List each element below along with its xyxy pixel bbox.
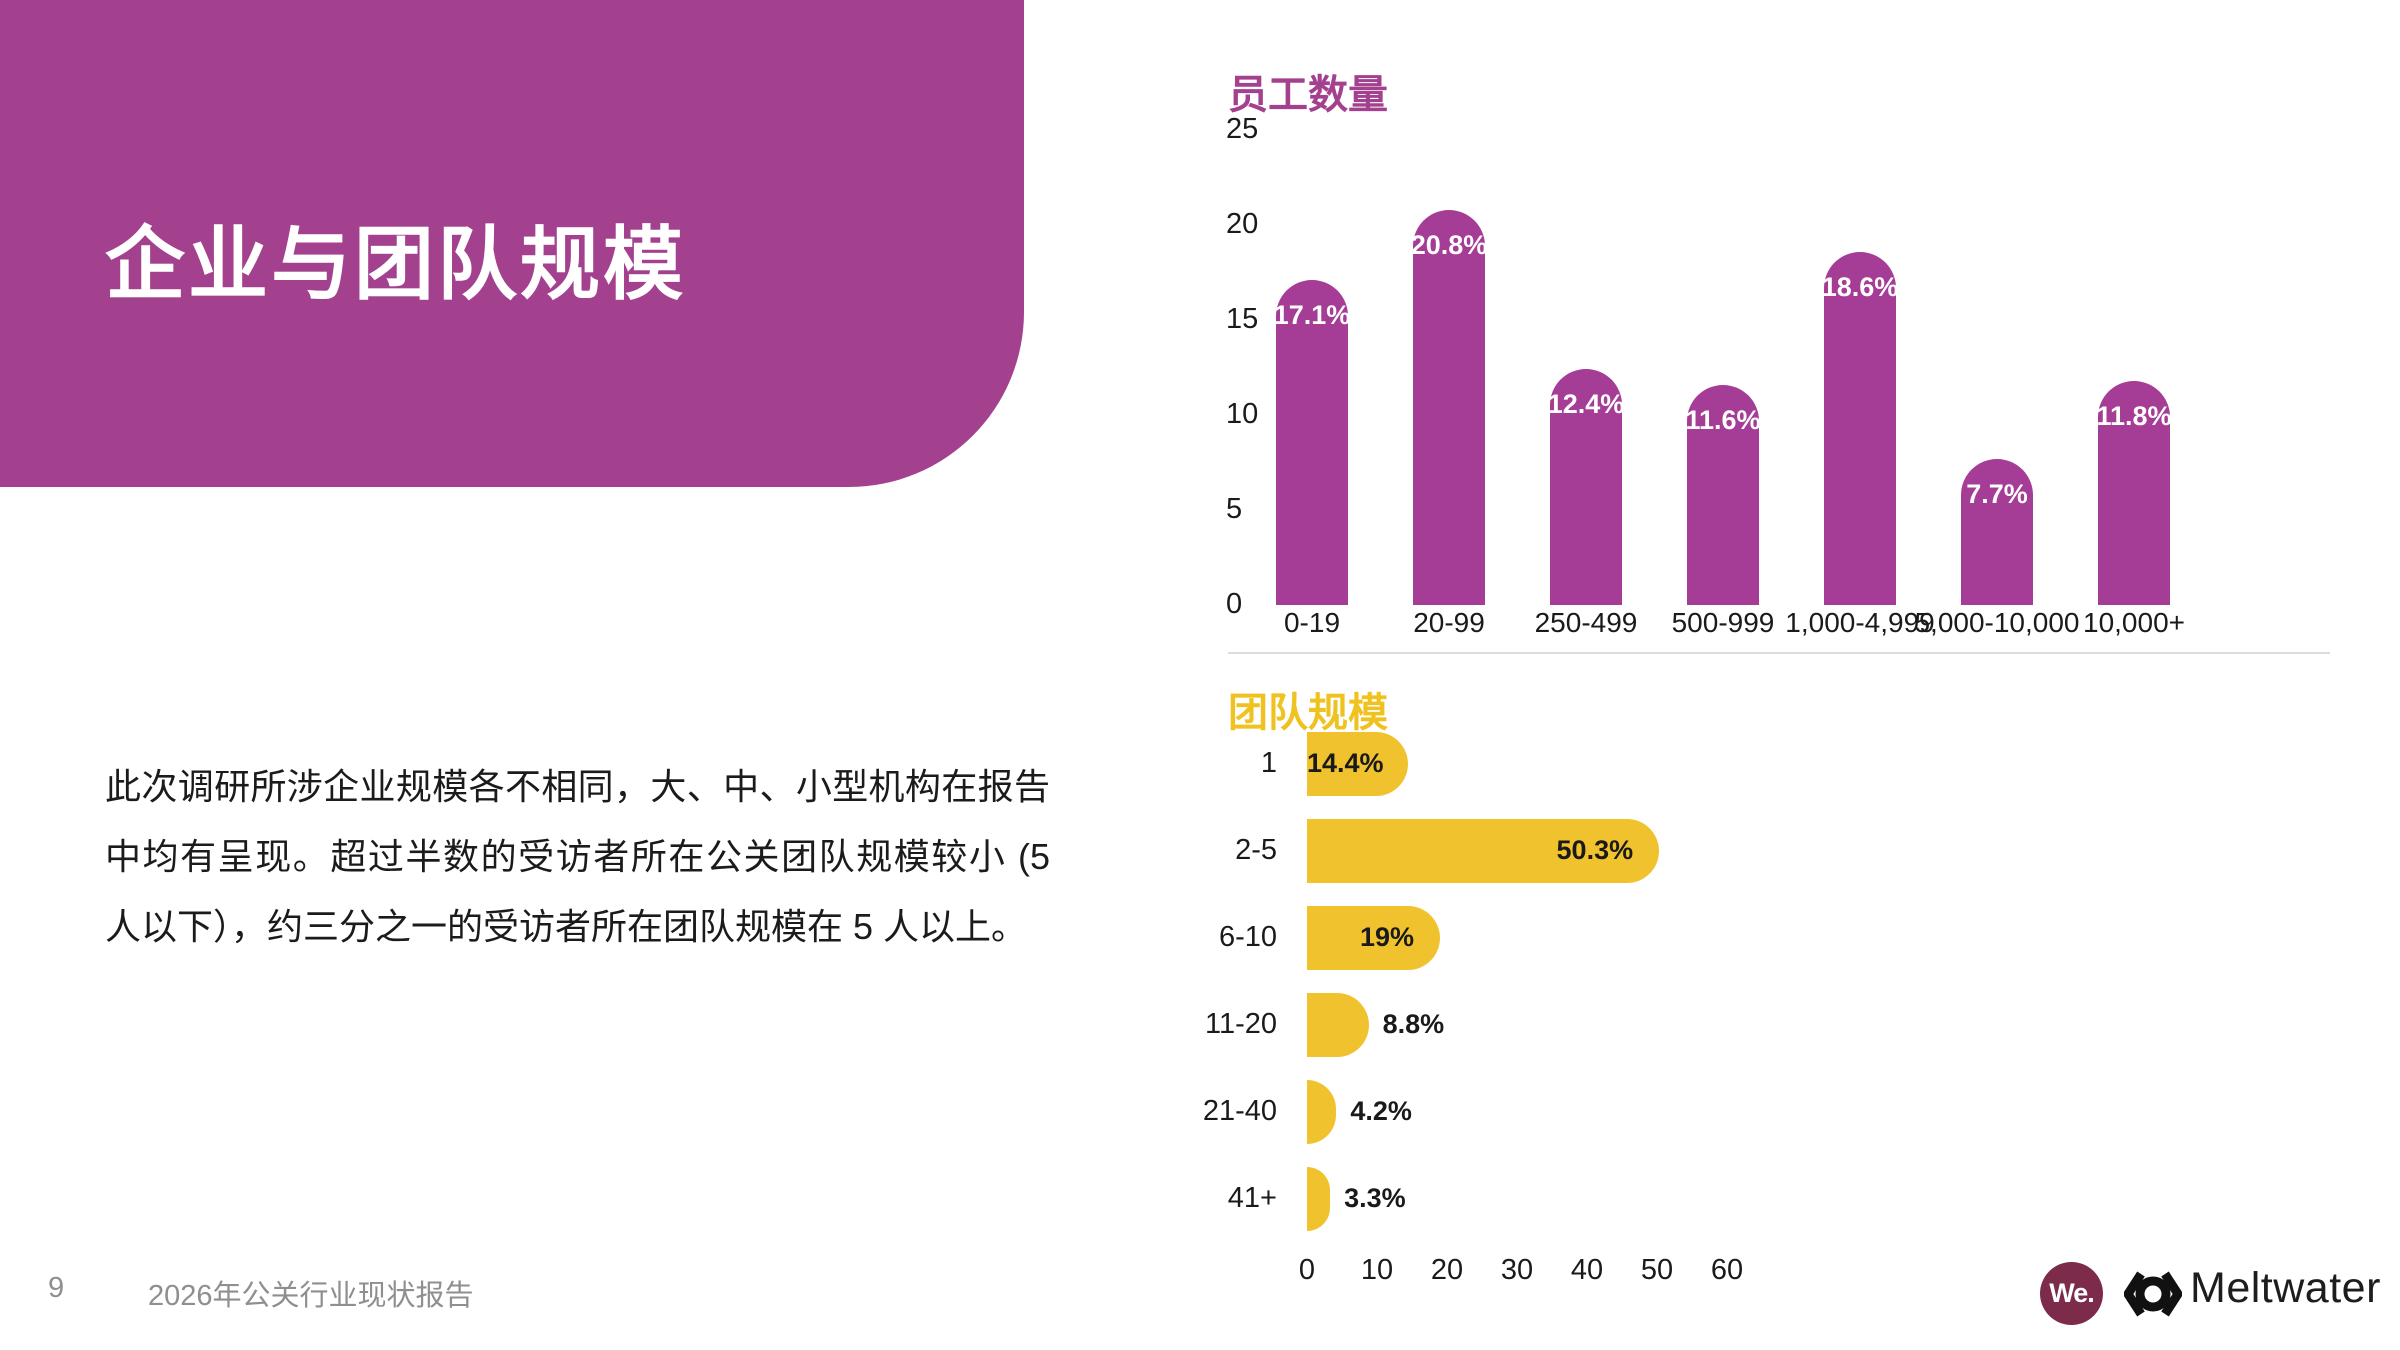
- page-number: 9: [48, 1272, 65, 1304]
- meltwater-wordmark: Meltwater: [2190, 1264, 2381, 1312]
- bar-value-label: 19%: [1359, 922, 1414, 952]
- bar-value-label: 4.2%: [1350, 1096, 1412, 1126]
- chart1-title: 员工数量: [1228, 73, 1388, 117]
- bar-20-99: [1413, 209, 1485, 605]
- x-category-label: 10,000+: [2083, 607, 2185, 638]
- y-category-label: 41+: [1227, 1182, 1277, 1214]
- x-category-label: 20-99: [1413, 607, 1485, 638]
- y-axis-tick-label: 15: [1226, 303, 1259, 335]
- bar-value-label: 20.8%: [1410, 229, 1488, 260]
- x-category-label: 1,000-4,999: [1785, 607, 1935, 638]
- bar-value-label: 11.8%: [2096, 400, 2172, 431]
- bar-value-label: 7.7%: [1966, 478, 2028, 509]
- x-category-label: 500-999: [1671, 607, 1775, 638]
- meltwater-eye-icon: [2124, 1271, 2182, 1317]
- x-axis-tick-label: 60: [1710, 1254, 1744, 1286]
- bar-0-19: [1276, 280, 1348, 605]
- bar-10,000+: [2098, 380, 2170, 605]
- bar-value-label: 3.3%: [1344, 1183, 1406, 1213]
- bar-1: [1307, 732, 1408, 796]
- y-axis-tick-label: 5: [1226, 493, 1243, 525]
- bar-value-label: 18.6%: [1821, 271, 1899, 302]
- bar-1,000-4,999: [1824, 251, 1896, 605]
- x-category-label: 0-19: [1283, 607, 1341, 638]
- bar-value-label: 12.4%: [1547, 389, 1625, 420]
- bar-value-label: 14.4%: [1307, 748, 1384, 778]
- x-category-label: 5,000-10,000: [1914, 607, 2080, 638]
- bar-value-label: 8.8%: [1382, 1009, 1445, 1039]
- we-communications-logo: We.: [2040, 1262, 2103, 1325]
- page-title: 企业与团队规模: [105, 220, 686, 309]
- chart-divider: [1228, 652, 2330, 654]
- bar-11-20: [1307, 993, 1369, 1057]
- bar-2-5: [1307, 819, 1660, 883]
- report-title: 2026年公关行业现状报告: [148, 1280, 474, 1312]
- y-category-label: 6-10: [1218, 921, 1277, 953]
- y-axis-tick-label: 0: [1226, 588, 1243, 620]
- bar-21-40: [1307, 1080, 1337, 1144]
- bar-6-10: [1307, 906, 1440, 970]
- body-paragraph: 此次调研所涉企业规模各不相同，大、中、小型机构在报告中均有呈现。超过半数的受访者…: [105, 766, 1050, 947]
- x-category-label: 250-499: [1534, 607, 1638, 638]
- chart2-title: 团队规模: [1228, 691, 1388, 735]
- bar-250-499: [1550, 369, 1622, 605]
- bar-5,000-10,000: [1961, 458, 2033, 605]
- x-axis-tick-label: 40: [1570, 1254, 1604, 1286]
- y-axis-tick-label: 20: [1226, 208, 1259, 240]
- y-category-label: 11-20: [1204, 1008, 1277, 1040]
- x-axis-tick-label: 30: [1500, 1254, 1534, 1286]
- x-axis-tick-label: 50: [1640, 1254, 1674, 1286]
- bar-41+: [1307, 1167, 1331, 1231]
- x-axis-tick-label: 10: [1360, 1254, 1394, 1286]
- y-axis-tick-label: 25: [1226, 113, 1259, 145]
- y-category-label: 2-5: [1235, 834, 1277, 866]
- x-axis-tick-label: 0: [1298, 1254, 1316, 1286]
- y-axis-tick-label: 10: [1226, 398, 1259, 430]
- title-block: 企业与团队规模: [0, 0, 1024, 487]
- bar-value-label: 50.3%: [1556, 835, 1634, 865]
- we-logo-label: We.: [2049, 1278, 2095, 1308]
- x-axis-tick-label: 20: [1430, 1254, 1464, 1286]
- y-category-label: 21-40: [1202, 1095, 1277, 1127]
- bar-500-999: [1687, 384, 1759, 605]
- y-category-label: 1: [1260, 747, 1277, 779]
- bar-value-label: 17.1%: [1273, 300, 1351, 331]
- bar-value-label: 11.6%: [1685, 404, 1761, 435]
